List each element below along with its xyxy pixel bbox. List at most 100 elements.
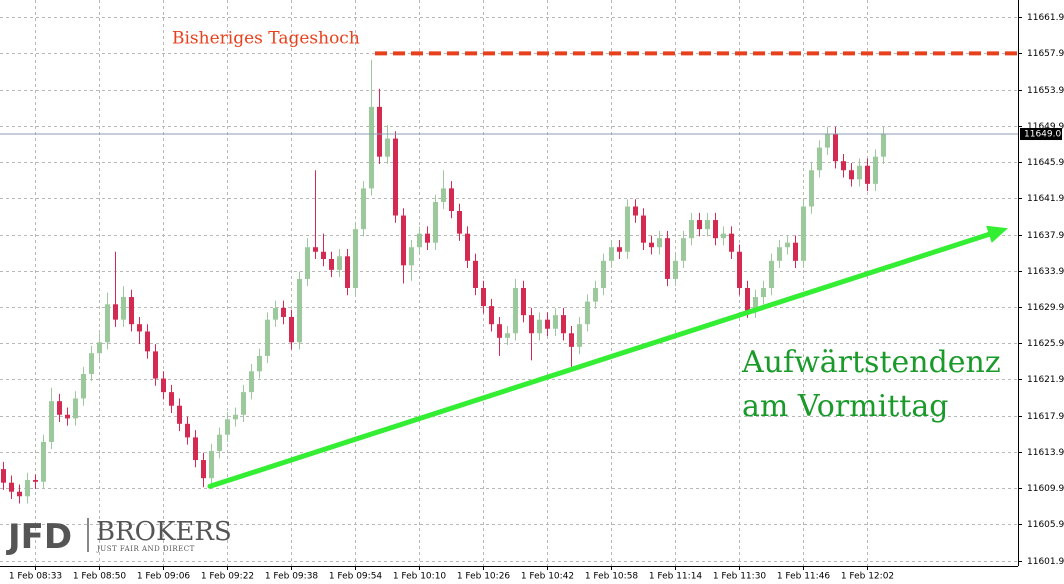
y-tick-label: 11637.9 <box>1027 231 1064 241</box>
candle-body <box>641 215 646 243</box>
x-tick-label: 1 Feb 10:26 <box>457 572 511 582</box>
y-tick-label: 11649.9 <box>1027 122 1064 132</box>
candle-body <box>369 106 374 189</box>
y-tick-label: 11657.9 <box>1027 49 1064 59</box>
candle-body <box>193 437 198 461</box>
x-tick-label: 1 Feb 08:33 <box>9 572 62 582</box>
annotation-text: Aufwärtstendenz <box>741 345 1001 380</box>
candle-body <box>777 247 782 261</box>
candle-body <box>873 156 878 184</box>
candle-body <box>713 220 718 239</box>
day-high-label: Bisheriges Tageshoch <box>172 28 360 48</box>
annotation-text: am Vormittag <box>742 389 948 424</box>
x-tick-label: 1 Feb 12:02 <box>841 572 894 582</box>
y-tick-label: 11633.9 <box>1027 267 1064 277</box>
x-tick-label: 1 Feb 10:10 <box>393 572 447 582</box>
x-tick-label: 1 Feb 10:58 <box>585 572 639 582</box>
y-tick-label: 11661.9 <box>1027 13 1064 23</box>
candle-body <box>561 315 566 334</box>
candle-body <box>489 306 494 325</box>
candle-body <box>49 401 54 442</box>
trend-arrowhead <box>986 225 1008 243</box>
y-tick-label: 11617.9 <box>1027 412 1064 422</box>
candle-body <box>881 134 886 157</box>
candle-body <box>857 165 862 180</box>
candle-body <box>153 351 158 379</box>
candle-body <box>849 170 854 180</box>
candle-body <box>425 233 430 243</box>
candle-body <box>1 469 6 483</box>
candle-body <box>25 479 30 497</box>
x-tick-label: 1 Feb 09:06 <box>137 572 191 582</box>
candle-body <box>553 315 558 329</box>
candle-body <box>305 247 310 279</box>
candle-body <box>521 287 526 316</box>
y-tick-label: 11601.9 <box>1027 557 1064 567</box>
x-tick-label: 1 Feb 09:54 <box>329 572 383 582</box>
candle-body <box>625 206 630 252</box>
candle-body <box>105 304 110 343</box>
candle-body <box>745 287 750 311</box>
candle-body <box>233 414 238 420</box>
candle-body <box>89 353 94 375</box>
candle-body <box>313 247 318 252</box>
candle-body <box>633 206 638 216</box>
candle-body <box>65 414 70 419</box>
x-tick-label: 1 Feb 09:22 <box>201 572 254 582</box>
y-tick-label: 11645.9 <box>1027 158 1064 168</box>
candle-body <box>601 260 606 288</box>
candle-body <box>337 256 342 270</box>
x-tick-label: 1 Feb 10:42 <box>521 572 574 582</box>
y-tick-label: 11653.9 <box>1027 86 1064 96</box>
x-tick-label: 1 Feb 11:46 <box>777 572 831 582</box>
y-tick-label: 11625.9 <box>1027 339 1064 349</box>
candle-body <box>81 374 86 399</box>
candle-body <box>209 450 214 479</box>
candle-body <box>329 259 334 270</box>
candle-body <box>345 256 350 288</box>
candle-body <box>841 161 846 171</box>
candle-body <box>97 342 102 354</box>
candle-body <box>761 287 766 298</box>
candle-body <box>377 106 382 157</box>
candle-body <box>33 479 38 482</box>
candle-body <box>785 242 790 248</box>
candle-body <box>225 419 230 435</box>
candle-body <box>441 188 446 202</box>
candle-body <box>217 434 222 451</box>
y-tick-label: 11641.9 <box>1027 194 1064 204</box>
candle-body <box>353 229 358 288</box>
candle-body <box>505 333 510 338</box>
candle-body <box>9 482 14 492</box>
x-tick-label: 1 Feb 11:14 <box>649 572 703 582</box>
candle-body <box>161 378 166 393</box>
candle-body <box>865 165 870 184</box>
candle-body <box>729 233 734 252</box>
candle-body <box>113 304 118 320</box>
candle-body <box>273 307 278 320</box>
candle-body <box>473 260 478 288</box>
candle-body <box>129 297 134 325</box>
candle-body <box>201 460 206 479</box>
candle-body <box>41 441 46 482</box>
candle-body <box>665 238 670 279</box>
candle-body <box>385 138 390 157</box>
logo: JFD BROKERS JUST FAIR AND DIRECT <box>6 517 232 557</box>
y-tick-label: 11605.9 <box>1027 520 1064 530</box>
candle-body <box>577 324 582 347</box>
candle-body <box>809 170 814 207</box>
candle-body <box>617 247 622 252</box>
candle-body <box>537 319 542 334</box>
candle-body <box>177 405 182 424</box>
candle-body <box>249 371 254 393</box>
y-tick-label: 11609.9 <box>1027 484 1064 494</box>
y-tick-label: 11621.9 <box>1027 375 1064 385</box>
candle-body <box>513 287 518 334</box>
logo-name: BROKERS <box>96 517 232 547</box>
last-price-box <box>1020 128 1062 141</box>
candle-body <box>321 251 326 260</box>
candle-body <box>465 233 470 261</box>
candle-body <box>289 316 294 343</box>
candle-body <box>593 287 598 302</box>
